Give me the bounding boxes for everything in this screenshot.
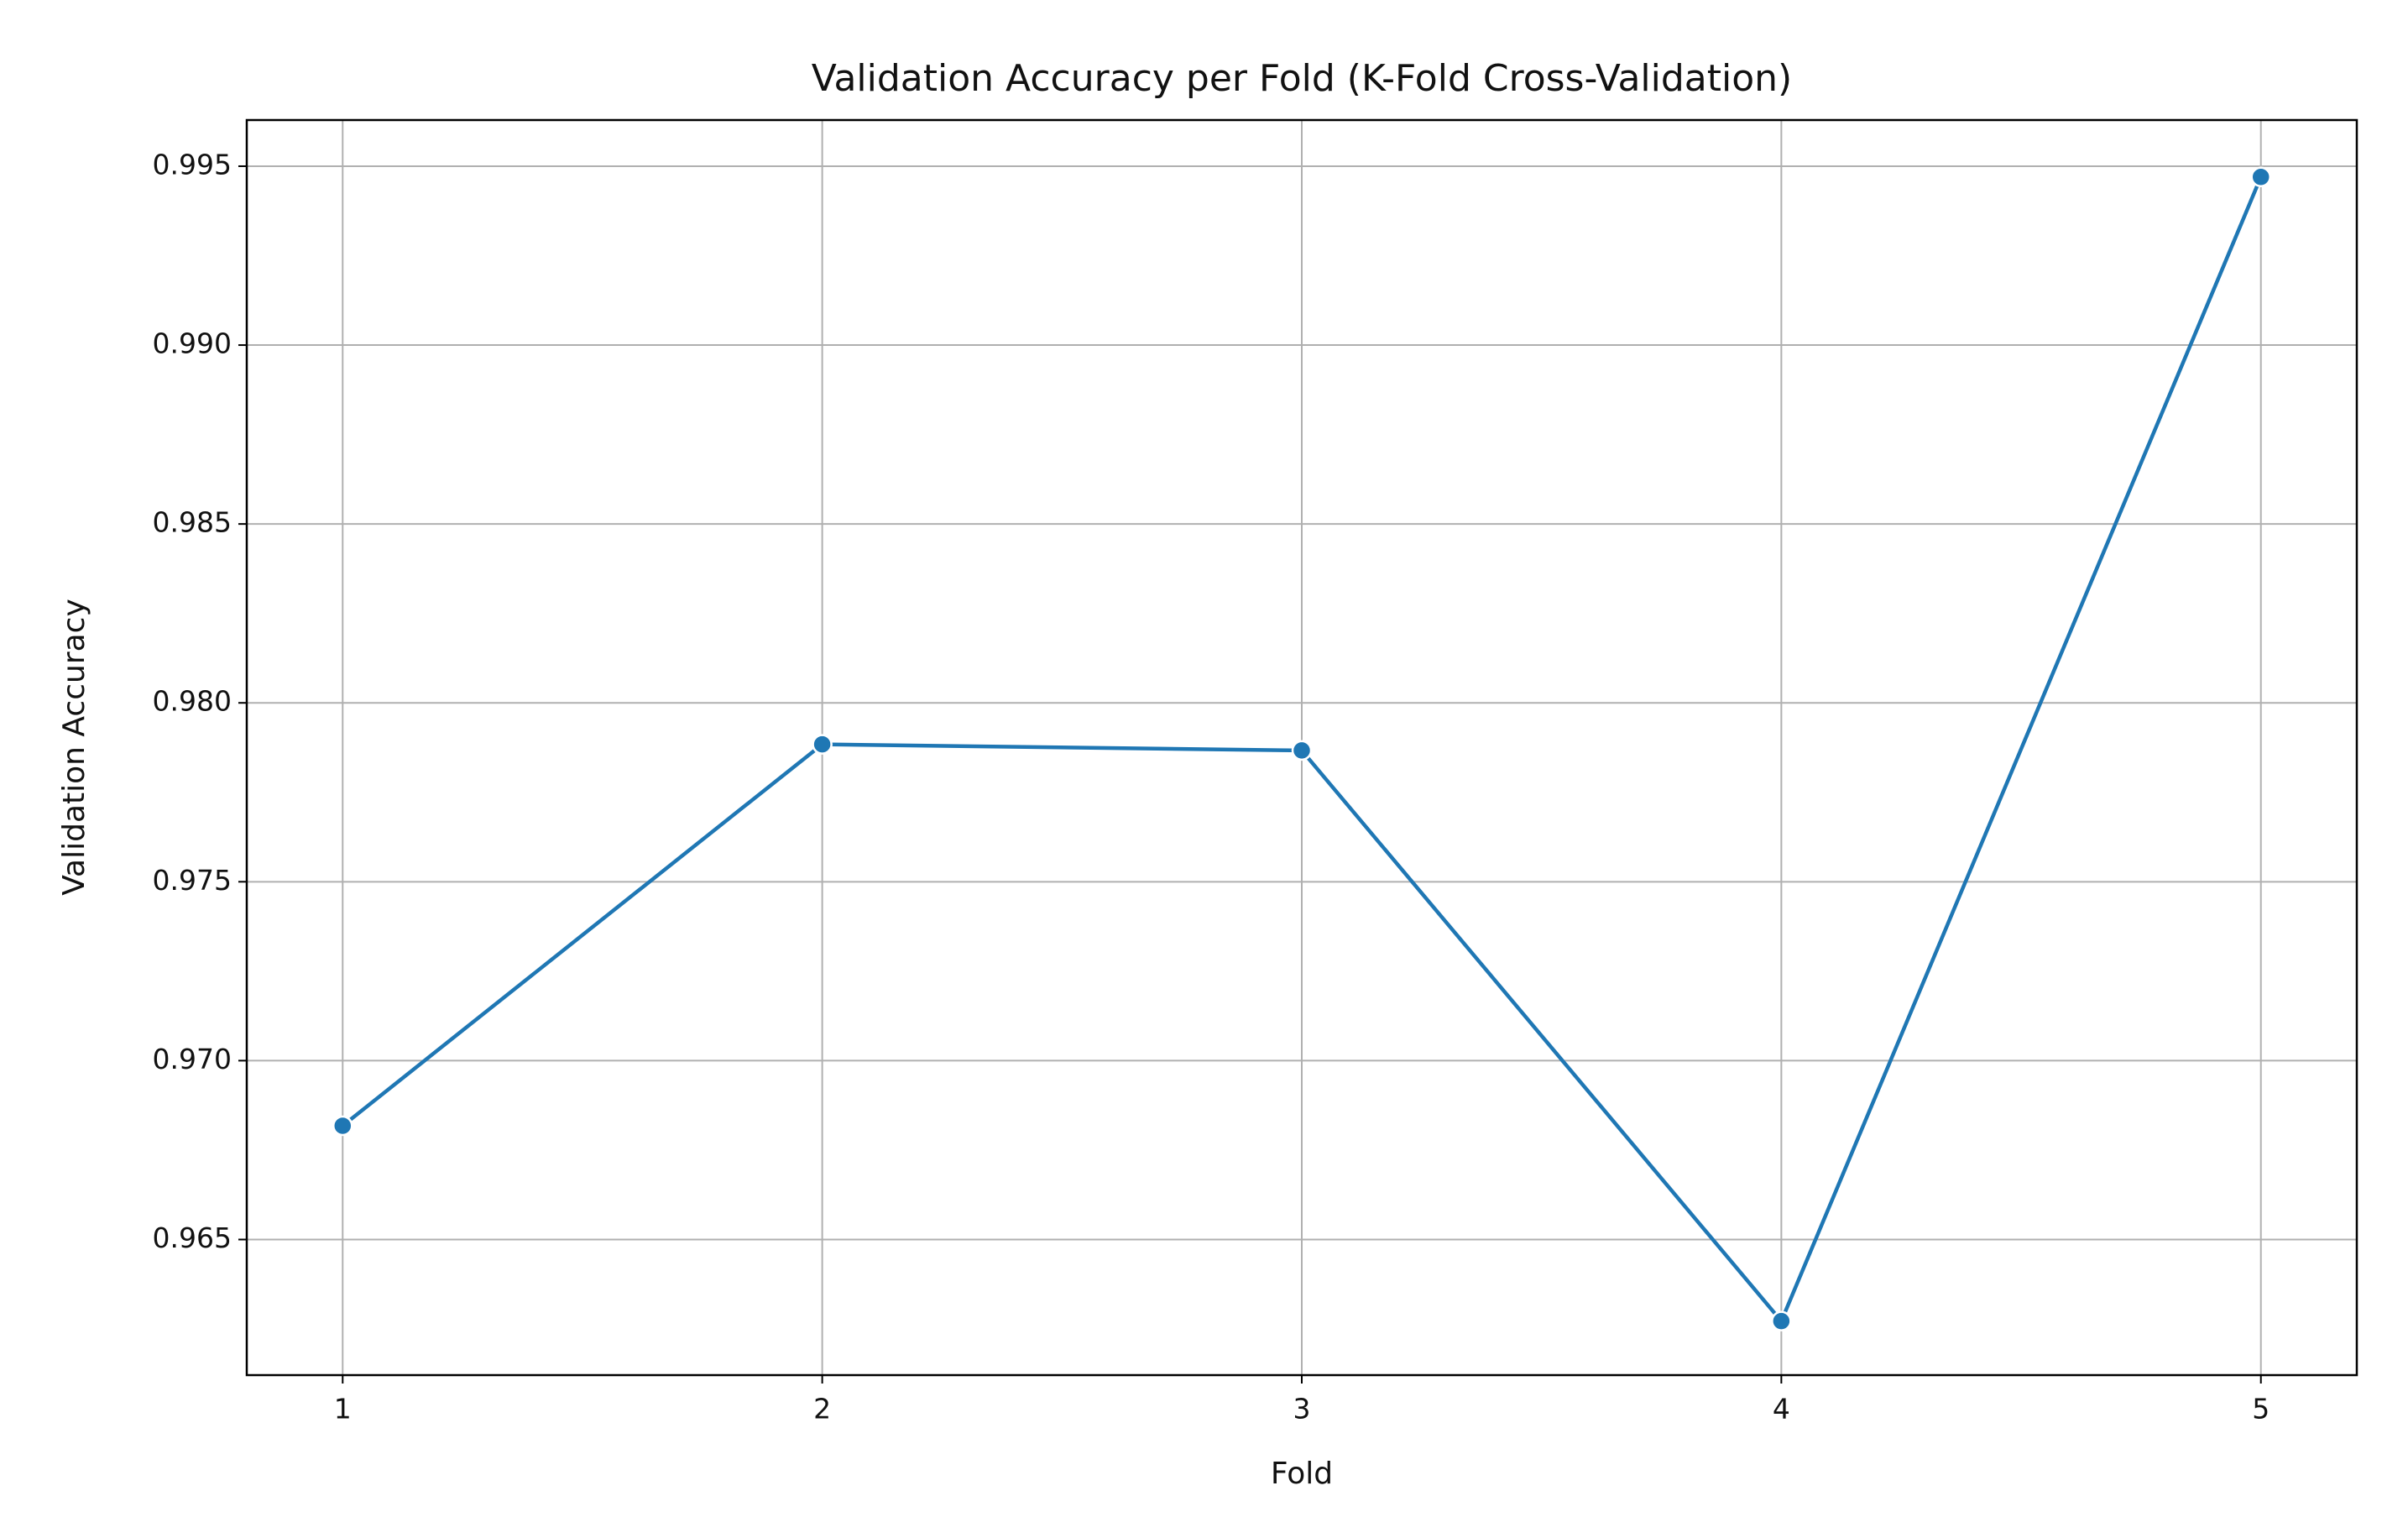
x-tick-label: 1: [334, 1393, 352, 1425]
y-tick-label: 0.965: [153, 1221, 232, 1254]
x-tick-label: 4: [1773, 1393, 1790, 1425]
point: [2250, 166, 2271, 188]
point: [1771, 1310, 1792, 1331]
y-tick-label: 0.990: [153, 327, 232, 360]
y-tick-label: 0.970: [153, 1043, 232, 1075]
y-tick-label: 0.995: [153, 148, 232, 180]
plot-frame: [245, 118, 2358, 1377]
y-tick-label: 0.985: [153, 506, 232, 539]
x-tick-label: 2: [813, 1393, 831, 1425]
point: [332, 1115, 353, 1137]
x-tick-label: 3: [1293, 1393, 1311, 1425]
x-axis-label: Fold: [1271, 1457, 1333, 1491]
y-axis-label: Validation Accuracy: [57, 599, 91, 896]
point: [812, 734, 833, 755]
y-tick-label: 0.975: [153, 864, 232, 897]
y-tick-label: 0.980: [153, 685, 232, 718]
x-tick-label: 5: [2252, 1393, 2270, 1425]
point: [1291, 740, 1313, 761]
chart-title: Validation Accuracy per Fold (K-Fold Cro…: [812, 57, 1792, 100]
